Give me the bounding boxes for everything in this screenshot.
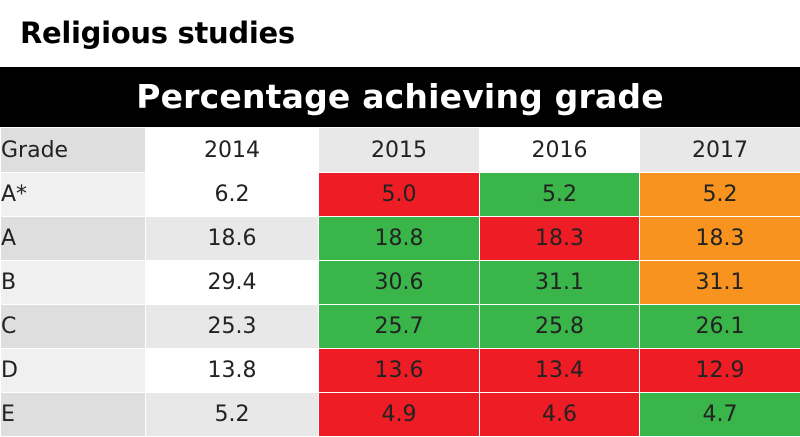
value-cell: 5.2 (145, 392, 319, 437)
table-row: B 29.4 30.6 31.1 31.1 (0, 260, 800, 305)
value-cell: 25.8 (479, 304, 640, 349)
grade-label: A* (0, 172, 146, 217)
table-title: Percentage achieving grade (0, 67, 800, 127)
column-header-grade: Grade (0, 127, 146, 173)
grade-label: C (0, 304, 146, 349)
table-row: D 13.8 13.6 13.4 12.9 (0, 348, 800, 393)
value-cell: 6.2 (145, 172, 319, 217)
value-cell: 18.3 (639, 216, 800, 261)
value-cell: 29.4 (145, 260, 319, 305)
table-row: E 5.2 4.9 4.6 4.7 (0, 392, 800, 437)
value-cell: 25.7 (318, 304, 480, 349)
value-cell: 30.6 (318, 260, 480, 305)
table-row: A* 6.2 5.0 5.2 5.2 (0, 172, 800, 217)
grade-label: A (0, 216, 146, 261)
header-row: Grade 2014 2015 2016 2017 (0, 127, 800, 173)
column-header-2015: 2015 (318, 127, 480, 173)
table-row: C 25.3 25.7 25.8 26.1 (0, 304, 800, 349)
value-cell: 18.3 (479, 216, 640, 261)
column-header-2017: 2017 (639, 127, 800, 173)
value-cell: 18.6 (145, 216, 319, 261)
value-cell: 31.1 (639, 260, 800, 305)
value-cell: 26.1 (639, 304, 800, 349)
value-cell: 4.9 (318, 392, 480, 437)
value-cell: 31.1 (479, 260, 640, 305)
value-cell: 13.6 (318, 348, 480, 393)
value-cell: 18.8 (318, 216, 480, 261)
value-cell: 25.3 (145, 304, 319, 349)
value-cell: 4.6 (479, 392, 640, 437)
column-header-2014: 2014 (145, 127, 319, 173)
grade-table-body: Grade 2014 2015 2016 2017 A* 6.2 5.0 5.2 5.2… (0, 127, 800, 437)
grade-table: Grade 2014 2015 2016 2017 A* 6.2 5.0 5.2 5.2… (0, 127, 800, 437)
column-header-2016: 2016 (479, 127, 640, 173)
value-cell: 13.4 (479, 348, 640, 393)
value-cell: 4.7 (639, 392, 800, 437)
value-cell: 12.9 (639, 348, 800, 393)
value-cell: 5.2 (639, 172, 800, 217)
grade-label: E (0, 392, 146, 437)
value-cell: 13.8 (145, 348, 319, 393)
grade-label: D (0, 348, 146, 393)
subject-title: Religious studies (20, 16, 295, 50)
table-row: A 18.6 18.8 18.3 18.3 (0, 216, 800, 261)
grade-label: B (0, 260, 146, 305)
value-cell: 5.0 (318, 172, 480, 217)
value-cell: 5.2 (479, 172, 640, 217)
